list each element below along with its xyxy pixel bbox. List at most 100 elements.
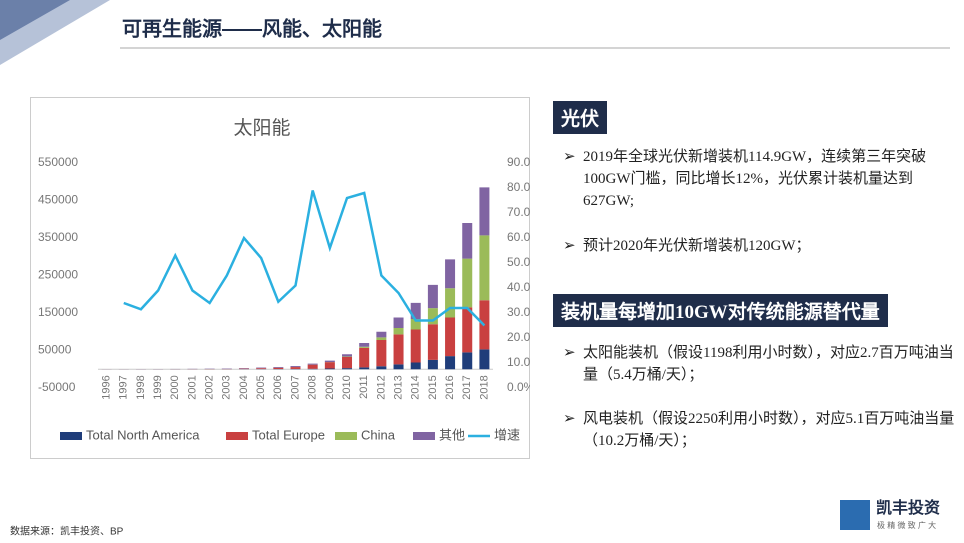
bar [410, 319, 421, 330]
y-tick-label: 550000 [38, 155, 78, 169]
panel-heading: 光伏 [553, 101, 608, 134]
y2-tick-label: 70.0% [507, 205, 530, 219]
bar [273, 367, 284, 368]
x-tick-label: 2015 [427, 375, 439, 399]
logo-name: 凯丰投资 [876, 498, 940, 517]
y-tick-label: -50000 [38, 380, 76, 394]
x-tick-label: 1997 [118, 375, 130, 399]
bar [427, 359, 438, 370]
y2-tick-label: 20.0% [507, 330, 530, 344]
x-tick-label: 2017 [461, 375, 473, 399]
bar [427, 308, 438, 325]
y2-tick-label: 60.0% [507, 230, 530, 244]
chart: 太阳能 -50000 50000 150000 250000 350000 450000 5… [30, 97, 530, 459]
bar [324, 368, 335, 370]
x-tick-label: 2006 [272, 375, 284, 399]
bar [342, 356, 353, 369]
bar [393, 364, 404, 370]
x-tick-label: 2010 [341, 375, 353, 399]
bar [273, 367, 284, 370]
y2-tick-label: 80.0% [507, 180, 530, 194]
panel-heading: 装机量每增加10GW对传统能源替代量 [553, 294, 888, 327]
bar [462, 352, 473, 370]
bullet: 风电装机（假设2250利用小时数），对应5.1百万吨油当量（10.2万桶/天）； [563, 408, 961, 452]
x-tick-label: 2007 [289, 375, 301, 399]
bar [290, 367, 301, 369]
legend-swatch [226, 432, 248, 440]
bar [427, 324, 438, 360]
logo-mark [840, 500, 870, 530]
source: 数据来源：凯丰投资、BP [10, 525, 124, 538]
bar [393, 334, 404, 365]
y2-tick-label: 10.0% [507, 355, 530, 369]
bar [410, 329, 421, 363]
legend-label: 增速 [494, 427, 520, 442]
bar [256, 367, 267, 369]
bar [359, 343, 370, 347]
x-tick-label: 2016 [444, 375, 456, 399]
bullet: 2019年全球光伏新增装机114.9GW，连续第三年突破100GW门槛，同比增长… [563, 146, 961, 212]
x-tick-label: 2018 [478, 375, 490, 399]
bar [445, 356, 456, 370]
bar [376, 366, 387, 370]
bar [479, 235, 490, 301]
x-tick-label: 2008 [307, 375, 319, 399]
bullet: 太阳能装机（假设1198利用小时数），对应2.7百万吨油当量（5.4万桶/天）； [563, 342, 961, 386]
bar [324, 360, 335, 363]
bar [376, 337, 387, 340]
bar [462, 223, 473, 259]
bar [393, 317, 404, 328]
y-tick-label: 250000 [38, 268, 78, 282]
y-tick-label: 350000 [38, 230, 78, 244]
legend-swatch [60, 432, 82, 440]
bar [427, 284, 438, 309]
legend-swatch [413, 432, 435, 440]
bar [376, 331, 387, 338]
bar [307, 363, 318, 365]
legend-label: Total North America [86, 427, 200, 442]
legend-label: 其他 [439, 427, 465, 442]
x-tick-label: 2014 [410, 375, 422, 399]
y2-tick-label: 40.0% [507, 280, 530, 294]
bar [307, 364, 318, 369]
x-tick-label: 2003 [221, 375, 233, 399]
x-tick-label: 2005 [255, 375, 267, 399]
bar [445, 259, 456, 289]
chart-title: 太阳能 [233, 117, 290, 139]
corner [0, 0, 70, 40]
bar [359, 347, 370, 368]
x-tick-label: 2004 [238, 375, 250, 399]
x-tick-label: 2002 [204, 375, 216, 399]
legend-label: China [361, 427, 396, 442]
bar [410, 302, 421, 319]
bar [393, 328, 404, 335]
bar [359, 367, 370, 370]
legend-swatch [335, 432, 357, 440]
x-tick-label: 2012 [375, 375, 387, 399]
bullet: 预计2020年光伏新增装机120GW； [563, 235, 961, 257]
y2-tick-label: 30.0% [507, 305, 530, 319]
slide-title: 可再生能源——风能、太阳能 [122, 16, 382, 40]
bar [256, 368, 267, 370]
bar [462, 258, 473, 308]
x-tick-label: 1996 [100, 375, 112, 399]
bar [290, 366, 301, 368]
x-tick-label: 2013 [392, 375, 404, 399]
bar [359, 346, 370, 348]
bar [342, 368, 353, 370]
y2-tick-label: 90.0% [507, 155, 530, 169]
y-tick-label: 50000 [38, 343, 72, 357]
y2-tick-label: 0.0% [507, 380, 530, 394]
x-tick-label: 1999 [152, 375, 164, 399]
legend-label: Total Europe [252, 427, 325, 442]
bar [479, 349, 490, 370]
x-tick-label: 2000 [169, 375, 181, 399]
y-tick-label: 150000 [38, 305, 78, 319]
bar [445, 317, 456, 357]
x-tick-label: 2011 [358, 375, 370, 399]
bar [410, 362, 421, 370]
logo-tagline: 极 精 微 致 广 大 [877, 520, 936, 530]
bar [342, 354, 353, 357]
